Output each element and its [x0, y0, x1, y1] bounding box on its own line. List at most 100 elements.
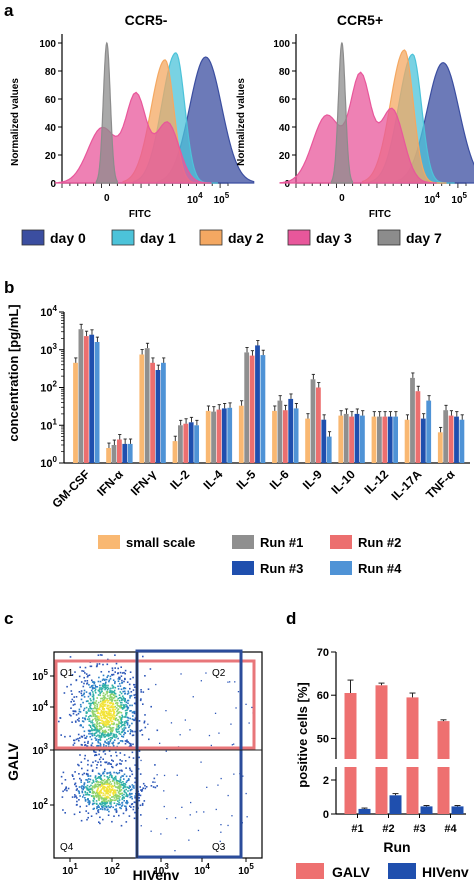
event-dot	[125, 767, 127, 769]
event-dot	[163, 805, 165, 808]
event-dot	[103, 683, 106, 686]
event-dot	[126, 724, 129, 726]
event-dot	[104, 678, 106, 681]
event-dot	[140, 814, 142, 816]
event-dot	[134, 801, 137, 804]
event-dot	[107, 763, 109, 765]
event-dot	[109, 724, 111, 726]
event-dot	[67, 787, 70, 790]
event-dot	[96, 725, 99, 728]
event-dot	[126, 712, 128, 714]
event-dot	[120, 781, 123, 784]
event-dot	[231, 744, 233, 746]
event-dot	[220, 777, 222, 780]
event-dot	[214, 712, 217, 714]
event-dot	[98, 784, 100, 786]
y-tick-label: 103	[32, 742, 48, 757]
event-dot	[109, 800, 112, 802]
event-dot	[104, 683, 107, 686]
event-dot	[90, 744, 93, 747]
event-dot	[124, 722, 126, 725]
event-dot	[122, 784, 124, 786]
event-dot	[189, 729, 191, 731]
event-dot	[140, 789, 142, 791]
event-dot	[116, 772, 119, 775]
event-dot	[112, 760, 114, 762]
event-dot	[112, 796, 114, 798]
event-dot	[108, 762, 110, 764]
event-dot	[112, 735, 114, 737]
event-dot	[120, 718, 123, 720]
event-dot	[102, 714, 104, 717]
event-dot	[99, 744, 102, 746]
event-dot	[102, 716, 105, 719]
category-label: TNF-α	[423, 467, 458, 502]
event-dot	[119, 759, 121, 761]
event-dot	[86, 818, 88, 821]
event-dot	[126, 739, 128, 741]
event-dot	[95, 738, 98, 741]
event-dot	[181, 806, 183, 808]
event-dot	[101, 797, 104, 800]
event-dot	[92, 697, 95, 700]
event-dot	[117, 678, 120, 680]
event-dot	[124, 805, 126, 807]
event-dot	[230, 723, 232, 725]
event-dot	[97, 794, 99, 796]
event-dot	[117, 711, 120, 714]
event-dot	[116, 803, 118, 805]
event-dot	[117, 791, 120, 793]
event-dot	[114, 786, 117, 788]
event-dot	[106, 663, 109, 666]
event-dot	[131, 751, 134, 754]
event-dot	[111, 776, 113, 779]
event-dot	[156, 729, 159, 732]
event-dot	[132, 743, 134, 746]
event-dot	[107, 790, 110, 793]
event-dot	[125, 712, 127, 714]
event-dot	[101, 779, 103, 782]
event-dot	[79, 737, 81, 739]
event-dot	[109, 763, 111, 765]
event-dot	[118, 742, 120, 744]
y-tick-label: 60	[279, 95, 291, 106]
event-dot	[124, 672, 126, 675]
event-dot	[95, 665, 98, 668]
event-dot	[98, 663, 101, 665]
panel-d-xlabel: Run	[383, 839, 410, 855]
event-dot	[86, 745, 88, 747]
event-dot	[84, 791, 87, 794]
event-dot	[78, 739, 80, 742]
event-dot	[74, 710, 77, 713]
event-dot	[114, 789, 116, 791]
event-dot	[61, 782, 63, 785]
event-dot	[75, 696, 78, 698]
event-dot	[109, 740, 111, 743]
event-dot	[107, 789, 109, 791]
event-dot	[126, 709, 128, 711]
event-dot	[109, 787, 111, 790]
event-dot	[91, 729, 93, 732]
event-dot	[84, 680, 86, 682]
event-dot	[84, 754, 86, 757]
event-dot	[103, 775, 106, 777]
event-dot	[129, 729, 132, 731]
event-dot	[97, 798, 100, 800]
event-dot	[111, 706, 113, 709]
event-dot	[109, 736, 112, 739]
event-dot	[111, 700, 113, 703]
event-dot	[84, 672, 86, 674]
event-dot	[104, 682, 107, 685]
bar-run1	[244, 352, 250, 463]
event-dot	[80, 779, 82, 781]
event-dot	[102, 794, 104, 797]
event-dot	[128, 779, 130, 781]
event-dot	[122, 695, 124, 697]
event-dot	[112, 745, 115, 747]
event-dot	[111, 693, 113, 695]
event-dot	[71, 693, 73, 695]
event-dot	[96, 712, 99, 714]
event-dot	[124, 705, 126, 708]
event-dot	[106, 788, 109, 790]
event-dot	[119, 781, 121, 783]
